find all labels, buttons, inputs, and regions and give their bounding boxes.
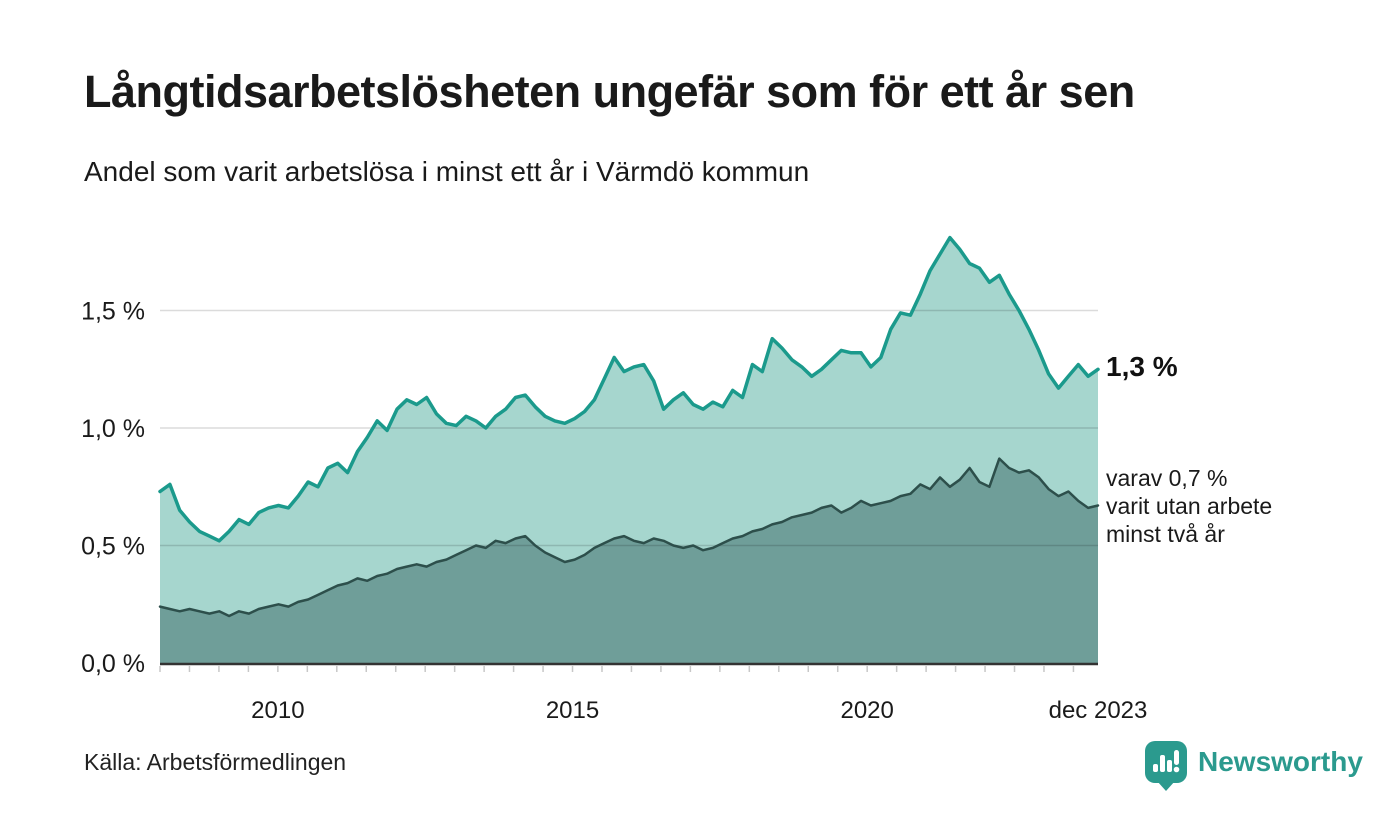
chart-title: Långtidsarbetslösheten ungefär som för e… bbox=[84, 66, 1135, 117]
y-axis-label: 1,5 % bbox=[81, 298, 145, 326]
x-axis-label: 2020 bbox=[840, 697, 893, 724]
chart-subtitle: Andel som varit arbetslösa i minst ett å… bbox=[84, 156, 810, 187]
x-axis-label: dec 2023 bbox=[1049, 697, 1148, 724]
newsworthy-brand-text: Newsworthy bbox=[1198, 746, 1363, 777]
y-axis-label: 1,0 % bbox=[81, 415, 145, 443]
newsworthy-icon bbox=[1145, 741, 1187, 791]
y-axis-label: 0,0 % bbox=[81, 650, 145, 678]
line-min-two-years bbox=[158, 457, 1100, 618]
x-axis-label: 2015 bbox=[546, 697, 599, 724]
area-min-two-years bbox=[160, 458, 1098, 663]
source-credit: Källa: Arbetsförmedlingen bbox=[84, 749, 347, 775]
newsworthy-logo: Newsworthy bbox=[1144, 740, 1363, 792]
line-min-one-year bbox=[158, 235, 1100, 543]
y-axis-label: 0,5 % bbox=[81, 533, 145, 561]
latest-value-label: 1,3 % bbox=[1106, 351, 1178, 382]
x-axis-label: 2010 bbox=[251, 697, 304, 724]
series-two-year-note: varav 0,7 % varit utan arbete minst två … bbox=[1106, 465, 1273, 547]
